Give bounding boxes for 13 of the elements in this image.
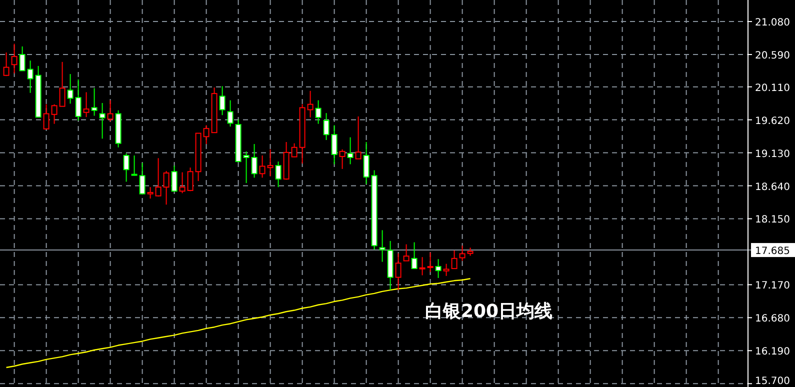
y-tick-label: 19.620 (755, 116, 790, 127)
y-tick-label: 19.130 (755, 148, 790, 160)
annotation: 白银200日均线 (425, 301, 553, 322)
ref-line-label: 17.685 (755, 246, 790, 258)
y-tick-label: 18.640 (755, 182, 790, 193)
y-tick-label: 20.590 (755, 50, 790, 62)
y-tick-label: 21.080 (755, 18, 790, 29)
y-tick-label: 16.680 (755, 314, 790, 325)
y-tick-label: 16.190 (755, 346, 790, 358)
y-tick-label: 20.110 (755, 82, 790, 94)
y-tick-label: 18.150 (755, 214, 790, 226)
y-tick-label: 17.170 (755, 280, 790, 292)
y-tick-label: 15.700 (755, 376, 790, 387)
